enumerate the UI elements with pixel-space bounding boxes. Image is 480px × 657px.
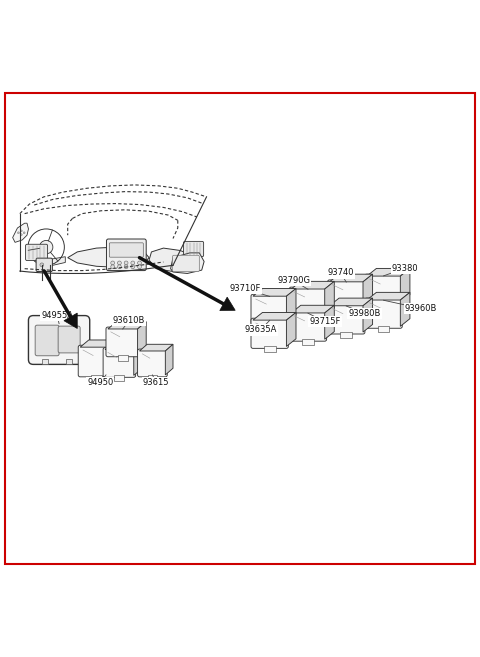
Circle shape [39,240,53,254]
Polygon shape [400,269,410,302]
FancyBboxPatch shape [183,241,204,257]
Circle shape [118,265,121,269]
Circle shape [124,265,128,269]
Polygon shape [291,306,334,313]
Bar [118,355,128,361]
Circle shape [17,232,19,234]
Bar [302,315,314,321]
Text: 93710F: 93710F [229,284,261,293]
Polygon shape [44,257,65,266]
Polygon shape [363,274,372,308]
FancyBboxPatch shape [327,304,365,334]
FancyBboxPatch shape [103,348,136,377]
FancyBboxPatch shape [172,256,199,271]
FancyBboxPatch shape [327,280,365,310]
FancyBboxPatch shape [106,327,140,357]
Text: 93635A: 93635A [244,325,277,334]
FancyBboxPatch shape [365,274,402,304]
Polygon shape [140,344,173,351]
Polygon shape [324,306,334,339]
Text: 93610B: 93610B [113,316,145,325]
Bar [264,346,276,352]
FancyBboxPatch shape [289,311,326,341]
Polygon shape [149,248,196,271]
Polygon shape [80,340,121,347]
Circle shape [40,263,44,267]
Polygon shape [165,344,173,375]
Circle shape [118,261,121,265]
Polygon shape [64,313,77,328]
Polygon shape [105,342,143,350]
Text: 93715F: 93715F [310,317,341,327]
Circle shape [124,261,128,265]
Polygon shape [138,322,146,355]
Text: 93615: 93615 [143,378,169,387]
Bar [91,375,102,381]
Polygon shape [324,281,334,315]
Polygon shape [68,247,149,267]
Polygon shape [220,297,235,311]
FancyBboxPatch shape [28,315,90,365]
Text: 94955A: 94955A [41,311,73,320]
Circle shape [20,230,22,232]
Bar [264,323,276,328]
Polygon shape [108,322,146,329]
Circle shape [131,261,135,265]
FancyBboxPatch shape [58,326,80,353]
Polygon shape [329,274,372,282]
Polygon shape [287,288,296,323]
Text: 93790G: 93790G [277,276,310,285]
Bar [66,359,72,365]
Circle shape [138,261,142,265]
Bar [340,332,352,338]
Polygon shape [291,281,334,289]
Bar [42,359,48,365]
Circle shape [131,265,135,269]
FancyBboxPatch shape [109,243,144,257]
Circle shape [111,265,115,269]
Polygon shape [12,223,28,242]
Bar [302,339,314,345]
Text: 94950: 94950 [87,378,113,386]
Text: 93380: 93380 [392,263,419,273]
FancyBboxPatch shape [138,349,167,377]
Circle shape [111,261,115,265]
Text: 93980B: 93980B [348,309,381,318]
Polygon shape [367,292,410,300]
Text: 93960B: 93960B [405,304,437,313]
Polygon shape [400,292,410,327]
Bar [148,375,157,380]
FancyBboxPatch shape [25,244,48,261]
FancyBboxPatch shape [78,345,115,377]
Polygon shape [363,298,372,332]
Polygon shape [329,298,372,306]
Circle shape [23,232,25,234]
Polygon shape [134,342,143,375]
Polygon shape [287,313,296,346]
Bar [378,302,389,308]
FancyBboxPatch shape [36,258,52,271]
Polygon shape [253,313,296,320]
Circle shape [20,234,22,236]
FancyBboxPatch shape [107,239,146,271]
FancyBboxPatch shape [289,287,326,317]
Circle shape [138,265,142,269]
Bar [114,375,124,381]
FancyBboxPatch shape [35,325,59,356]
Bar [378,327,389,332]
Text: 93740: 93740 [327,269,354,277]
Polygon shape [367,269,410,276]
Bar [340,308,352,314]
Polygon shape [113,340,121,375]
Polygon shape [253,288,296,296]
FancyBboxPatch shape [251,318,288,348]
FancyBboxPatch shape [365,298,402,328]
Polygon shape [170,253,204,273]
FancyBboxPatch shape [251,294,288,325]
